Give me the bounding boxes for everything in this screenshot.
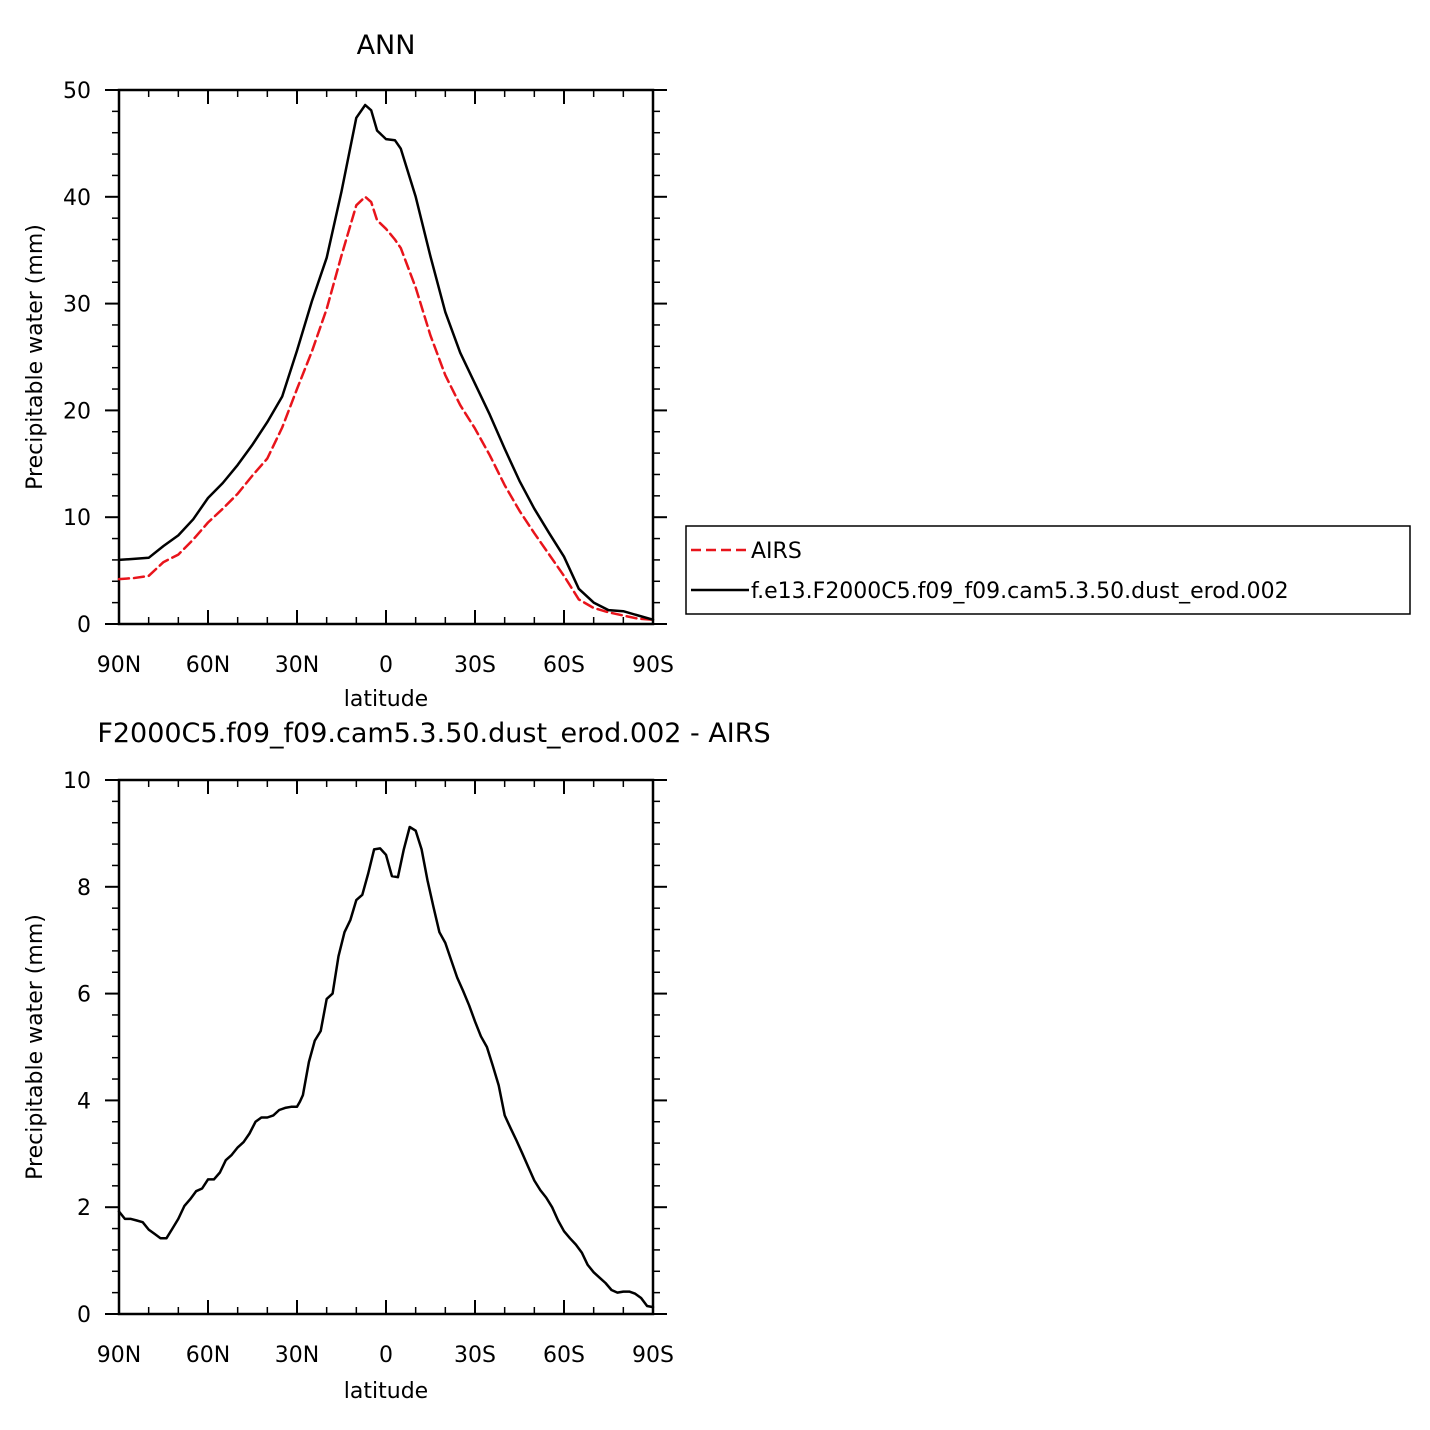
top-y-tick-label: 30 — [63, 293, 91, 318]
top-x-tick-label: 30S — [454, 653, 496, 678]
bottom-y-tick-label: 8 — [77, 876, 91, 901]
bottom-x-tick-label: 30N — [275, 1343, 319, 1368]
bottom-y-tick-label: 0 — [77, 1303, 91, 1328]
bottom-x-tick-label: 90N — [97, 1343, 141, 1368]
top-x-tick-label: 0 — [379, 653, 393, 678]
bottom-chart-panel: F2000C5.f09_f09.cam5.3.50.dust_erod.002 … — [23, 718, 771, 1404]
top-series-line-1 — [117, 103, 655, 621]
top-x-tick-label: 60N — [186, 653, 230, 678]
bottom-series-line-0 — [117, 825, 655, 1309]
top-y-tick-label: 0 — [77, 613, 91, 638]
top-x-tick-label: 90N — [97, 653, 141, 678]
top-x-tick-label: 90S — [632, 653, 674, 678]
top-x-axis-label: latitude — [344, 687, 428, 712]
bottom-x-tick-label: 60N — [186, 1343, 230, 1368]
bottom-x-tick-label: 60S — [543, 1343, 585, 1368]
bottom-y-tick-label: 2 — [77, 1196, 91, 1221]
legend-box — [685, 525, 1411, 615]
top-tick-labels: 90N 60N 30N 0 30S 60S 90S 0 10 20 30 40 50 — [63, 79, 674, 678]
legend-label-model: f.e13.F2000C5.f09_f09.cam5.3.50.dust_ero… — [751, 579, 1289, 604]
top-x-tick-label: 30N — [275, 653, 319, 678]
top-x-tick-label: 60S — [543, 653, 585, 678]
bottom-x-tick-label: 30S — [454, 1343, 496, 1368]
bottom-chart-title: F2000C5.f09_f09.cam5.3.50.dust_erod.002 … — [97, 718, 770, 749]
bottom-tick-marks — [105, 779, 667, 1315]
bottom-y-tick-label: 6 — [77, 983, 91, 1008]
top-y-tick-label: 50 — [63, 79, 91, 104]
top-series-lines — [117, 103, 655, 621]
top-y-tick-label: 40 — [63, 186, 91, 211]
bottom-x-tick-label: 90S — [632, 1343, 674, 1368]
top-chart-title: ANN — [357, 30, 416, 61]
bottom-x-tick-label: 0 — [379, 1343, 393, 1368]
bottom-series-lines — [117, 825, 655, 1309]
legend-label-airs: AIRS — [751, 539, 802, 564]
bottom-plot-frame — [117, 778, 655, 1316]
top-tick-marks — [105, 89, 667, 625]
bottom-x-axis-label: latitude — [344, 1379, 428, 1404]
top-y-axis-label: Precipitable water (mm) — [23, 224, 48, 490]
bottom-y-tick-label: 10 — [63, 769, 91, 794]
bottom-tick-labels: 90N 60N 30N 0 30S 60S 90S 0 2 4 6 8 10 — [63, 769, 674, 1368]
top-y-tick-label: 20 — [63, 399, 91, 424]
top-y-tick-label: 10 — [63, 506, 91, 531]
legend: AIRS f.e13.F2000C5.f09_f09.cam5.3.50.dus… — [685, 525, 1411, 615]
top-chart-panel: ANN 90N 60N 30N 0 30S 60S 90S 0 10 20 30 40 50 latit… — [23, 30, 674, 712]
bottom-y-axis-label: Precipitable water (mm) — [23, 914, 48, 1180]
top-series-line-0 — [117, 195, 655, 621]
top-plot-frame — [117, 88, 655, 626]
bottom-y-tick-label: 4 — [77, 1089, 91, 1114]
